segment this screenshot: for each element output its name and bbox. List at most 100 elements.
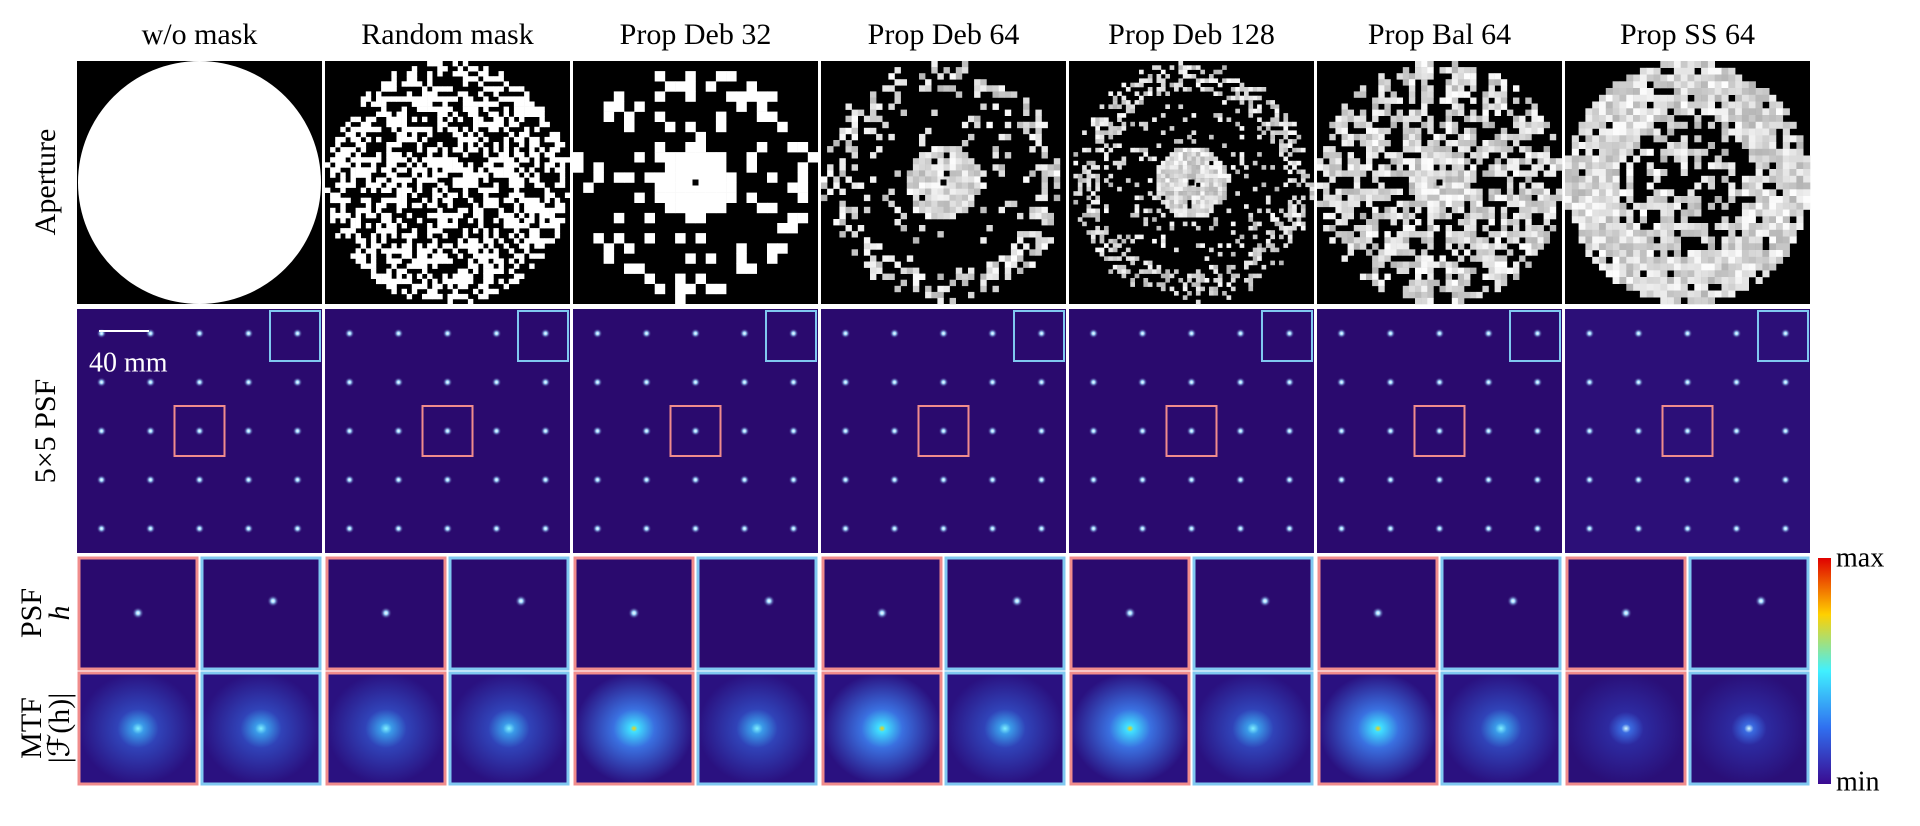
aperture-pixel <box>1470 79 1477 86</box>
aperture-pixel <box>1451 67 1459 74</box>
aperture-pixel <box>1494 231 1501 238</box>
aperture-pixel <box>1378 97 1385 104</box>
psf-dot <box>1385 426 1396 436</box>
aperture-pixel <box>422 258 428 264</box>
aperture-pixel <box>888 85 895 92</box>
aperture-pixel <box>1599 256 1607 264</box>
aperture-pixel <box>406 162 413 168</box>
aperture-pixel <box>1494 255 1501 262</box>
aperture-pixel <box>1687 290 1695 298</box>
aperture-pixel <box>1235 91 1240 96</box>
aperture-pixel <box>1187 273 1192 279</box>
aperture-pixel <box>1626 74 1634 82</box>
aperture-pixel <box>554 136 561 143</box>
aperture-pixel <box>473 182 479 188</box>
aperture-pixel <box>1619 155 1627 163</box>
aperture-pixel <box>473 66 479 72</box>
aperture-pixel <box>1415 188 1422 195</box>
aperture-pixel <box>1222 291 1227 296</box>
aperture-pixel <box>1721 148 1729 156</box>
aperture-pixel <box>1639 250 1647 257</box>
aperture-pixel <box>1673 223 1681 230</box>
aperture-pixel <box>350 177 356 183</box>
aperture-pixel <box>391 248 397 254</box>
aperture-pixel <box>1755 148 1763 156</box>
aperture-pixel <box>863 261 871 268</box>
aperture-pixel <box>340 217 346 224</box>
aperture-pixel <box>1187 134 1192 140</box>
aperture-pixel <box>1239 234 1245 240</box>
aperture-pixel <box>1646 108 1654 116</box>
aperture-pixel <box>534 152 540 158</box>
aperture-pixel <box>452 288 458 295</box>
aperture-pixel <box>1341 231 1348 238</box>
aperture-pixel <box>1619 81 1627 89</box>
aperture-pixel <box>1156 186 1162 192</box>
aperture-pixel <box>493 258 499 264</box>
aperture-pixel <box>1673 81 1681 89</box>
aperture-pixel <box>1287 199 1293 205</box>
aperture-pixel <box>882 255 889 262</box>
aperture-pixel <box>1408 261 1416 268</box>
aperture-pixel <box>422 126 428 133</box>
aperture-pixel <box>1721 223 1729 230</box>
aperture-pixel <box>437 61 443 67</box>
aperture-pixel <box>1086 208 1092 214</box>
aperture-pixel <box>998 91 1005 98</box>
aperture-pixel <box>1543 231 1550 238</box>
aperture-pixel <box>1421 67 1428 74</box>
aperture-image <box>821 61 1066 305</box>
aperture-pixel <box>1053 158 1061 165</box>
aperture-pixel <box>1279 208 1284 214</box>
aperture-pixel <box>1531 231 1538 238</box>
aperture-pixel <box>888 200 895 208</box>
aperture-pixel <box>1769 155 1777 163</box>
aperture-pixel <box>406 136 413 143</box>
aperture-pixel <box>1209 204 1214 209</box>
aperture-pixel <box>1230 87 1236 92</box>
aperture-pixel <box>1762 88 1770 95</box>
aperture-pixel <box>1451 261 1459 268</box>
aperture-pixel <box>1213 165 1219 170</box>
aperture-pixel <box>876 267 883 274</box>
aperture-pixel <box>787 223 798 234</box>
aperture-pixel <box>1408 158 1416 165</box>
aperture-pixel <box>1673 148 1681 156</box>
aperture-pixel <box>1451 206 1459 214</box>
aperture-pixel <box>1525 219 1532 226</box>
aperture-pixel <box>1667 115 1675 122</box>
aperture-pixel <box>442 197 448 204</box>
aperture-pixel <box>462 187 469 193</box>
aperture-pixel <box>1415 158 1422 165</box>
aperture-pixel <box>1112 238 1118 244</box>
aperture-pixel <box>1457 176 1465 183</box>
aperture-pixel <box>1585 115 1593 122</box>
aperture-pixel <box>1667 202 1675 210</box>
aperture-pixel <box>549 212 555 219</box>
aperture-pixel <box>1728 283 1736 291</box>
aperture-pixel <box>1244 91 1249 96</box>
aperture-pixel <box>925 79 932 86</box>
aperture-pixel <box>416 283 423 290</box>
aperture-pixel <box>1152 117 1157 122</box>
aperture-pixel <box>1147 87 1153 92</box>
aperture-pixel <box>483 263 489 269</box>
mtf-panel <box>1317 671 1439 786</box>
aperture-pixel <box>955 188 963 195</box>
aperture-pixel <box>1265 126 1271 131</box>
aperture-pixel <box>519 96 525 102</box>
aperture-pixel <box>912 206 920 214</box>
aperture-pixel <box>1402 79 1410 86</box>
aperture-pixel <box>1451 182 1459 189</box>
aperture-pixel <box>1090 212 1096 218</box>
aperture-pixel <box>1439 146 1446 153</box>
aperture-pixel <box>1721 135 1729 143</box>
aperture-pixel <box>1531 127 1538 135</box>
aperture-pixel <box>427 288 433 295</box>
aperture-pixel <box>427 248 433 254</box>
aperture-pixel <box>1147 178 1153 183</box>
aperture-pixel <box>1041 194 1048 202</box>
aperture-pixel <box>1353 164 1361 171</box>
aperture-pixel <box>1384 206 1391 214</box>
aperture-pixel <box>1353 121 1361 129</box>
